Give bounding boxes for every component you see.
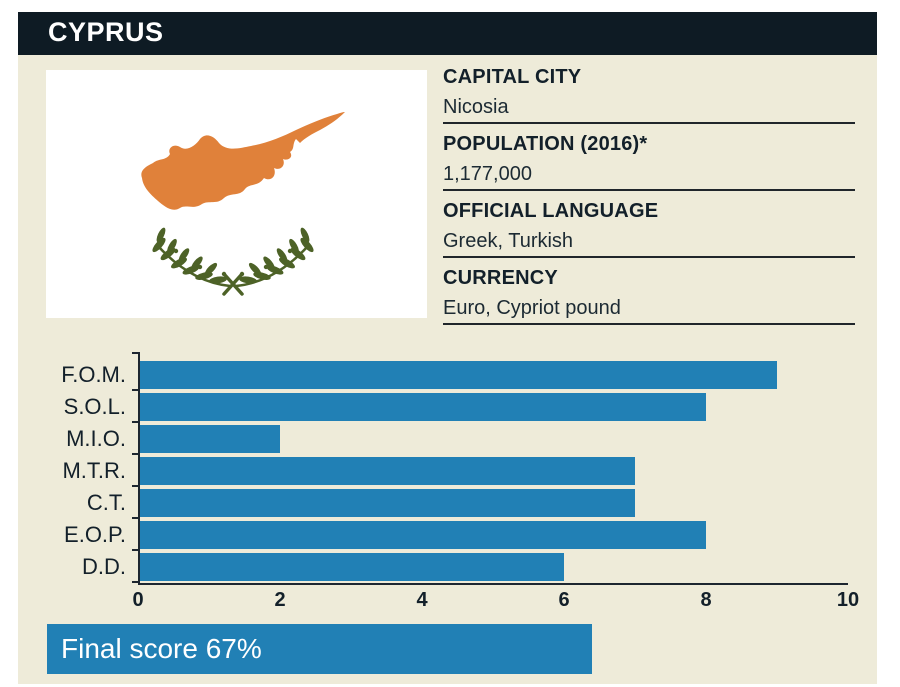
content-panel: CAPITAL CITY Nicosia POPULATION (2016)* 1,1… — [18, 55, 877, 684]
bar-category-label: S.O.L. — [63, 394, 126, 419]
x-axis-tick-label: 4 — [416, 589, 428, 611]
x-axis-line — [138, 583, 848, 585]
bar-category-label: D.D. — [82, 554, 126, 579]
y-axis-tick — [132, 549, 138, 551]
bar-track — [138, 521, 848, 549]
bar-category-label: M.T.R. — [62, 458, 126, 483]
olive-branches — [152, 225, 317, 296]
bar-track — [138, 425, 848, 453]
bar-category-label: M.I.O. — [66, 426, 126, 451]
bar-row: M.I.O. — [48, 425, 848, 453]
header-bar: CYPRUS — [18, 12, 877, 55]
x-axis-tick-label: 10 — [836, 589, 860, 611]
bar — [138, 457, 635, 485]
bar-track — [138, 553, 848, 581]
fact-label: CURRENCY — [443, 267, 558, 289]
bar-row: S.O.L. — [48, 393, 848, 421]
cyprus-flag-graphic — [141, 112, 345, 296]
bar — [138, 393, 706, 421]
bar — [138, 521, 706, 549]
bar-category-label: C.T. — [86, 490, 126, 515]
x-axis-tick-label: 8 — [700, 589, 712, 611]
final-score-bar: Final score 67% — [47, 624, 592, 674]
facts-list: CAPITAL CITY Nicosia POPULATION (2016)* 1,1… — [443, 65, 855, 333]
fact-label: CAPITAL CITY — [443, 66, 582, 88]
final-score-label: Final score 67% — [61, 633, 262, 664]
fact-label: POPULATION (2016)* — [443, 133, 648, 155]
fact-value: 1,177,000 — [443, 162, 855, 191]
x-axis-tick-label: 0 — [132, 589, 144, 611]
bar-row: D.D. — [48, 553, 848, 581]
bar-row: E.O.P. — [48, 521, 848, 549]
y-axis-tick — [132, 453, 138, 455]
x-axis-tick-label: 6 — [558, 589, 570, 611]
bar — [138, 361, 777, 389]
x-axis-ticks: 0 2 4 6 8 10 — [132, 585, 859, 611]
bar-track — [138, 489, 848, 517]
y-axis-line — [138, 352, 140, 585]
y-axis-tick — [132, 581, 138, 583]
plot-area: F.O.M. S.O.L. M.I.O. M.T.R. C.T. E.O.P. D.D. — [48, 352, 848, 585]
cyprus-flag — [46, 70, 427, 318]
fact-value: Greek, Turkish — [443, 229, 855, 258]
fact-value: Nicosia — [443, 95, 855, 124]
cyprus-island-shape — [141, 112, 345, 210]
country-title: CYPRUS — [48, 17, 164, 47]
bar-track — [138, 361, 848, 389]
bar — [138, 553, 564, 581]
bar-category-label: F.O.M. — [61, 362, 126, 387]
y-axis-tick — [132, 389, 138, 391]
bar — [138, 425, 280, 453]
y-axis-tick — [132, 421, 138, 423]
bar-row: M.T.R. — [48, 457, 848, 485]
bar-row: F.O.M. — [48, 361, 848, 389]
fact-label: OFFICIAL LANGUAGE — [443, 200, 659, 222]
bar-track — [138, 393, 848, 421]
y-axis-tick — [132, 352, 138, 354]
y-axis-tick — [132, 485, 138, 487]
bar-category-label: E.O.P. — [64, 522, 126, 547]
y-axis-tick — [132, 517, 138, 519]
bar — [138, 489, 635, 517]
bar-row: C.T. — [48, 489, 848, 517]
score-bar-chart: F.O.M. S.O.L. M.I.O. M.T.R. C.T. E.O.P. D.D. 0… — [48, 352, 859, 611]
bar-track — [138, 457, 848, 485]
fact-value: Euro, Cypriot pound — [443, 296, 855, 325]
x-axis-tick-label: 2 — [274, 589, 286, 611]
